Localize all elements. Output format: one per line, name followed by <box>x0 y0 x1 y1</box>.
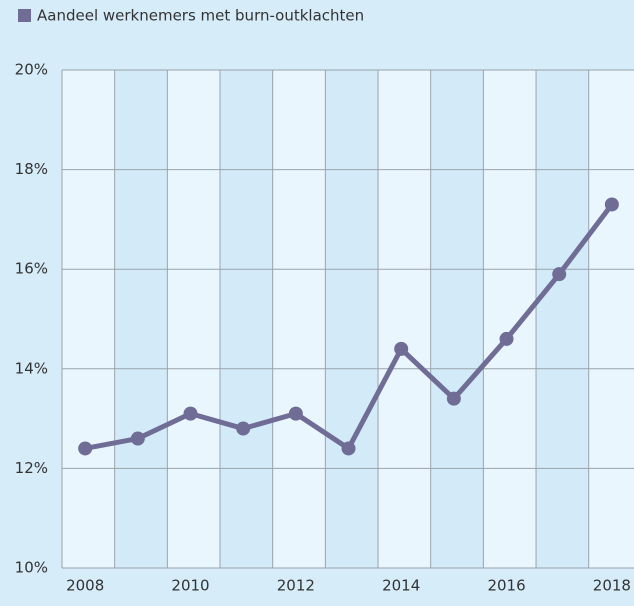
point <box>341 441 356 456</box>
x-tick-label: 2016 <box>487 577 525 595</box>
x-tick-label: 2018 <box>593 577 631 595</box>
point <box>78 441 93 456</box>
x-tick-label: 2008 <box>66 577 104 595</box>
point <box>394 341 409 356</box>
column-band <box>220 70 273 568</box>
y-tick-label: 14% <box>15 359 48 377</box>
point <box>446 391 461 406</box>
legend-label: Aandeel werknemers met burn-outklachten <box>37 7 364 25</box>
point <box>236 421 251 436</box>
y-tick-label: 10% <box>15 559 48 577</box>
x-tick-label: 2014 <box>382 577 420 595</box>
point <box>499 331 514 346</box>
y-tick-label: 16% <box>15 260 48 278</box>
x-tick-label: 2012 <box>277 577 315 595</box>
column-band <box>114 70 168 568</box>
column-band <box>430 70 484 568</box>
y-tick-label: 12% <box>15 459 48 477</box>
point <box>183 406 198 421</box>
point <box>604 197 619 212</box>
y-tick-label: 18% <box>15 160 48 178</box>
y-tick-label: 20% <box>15 61 48 79</box>
point <box>288 406 303 421</box>
point <box>552 267 567 282</box>
column-band <box>536 70 589 568</box>
point <box>130 431 145 446</box>
column-band <box>325 70 379 568</box>
x-tick-label: 2010 <box>171 577 209 595</box>
legend-swatch <box>18 9 31 22</box>
